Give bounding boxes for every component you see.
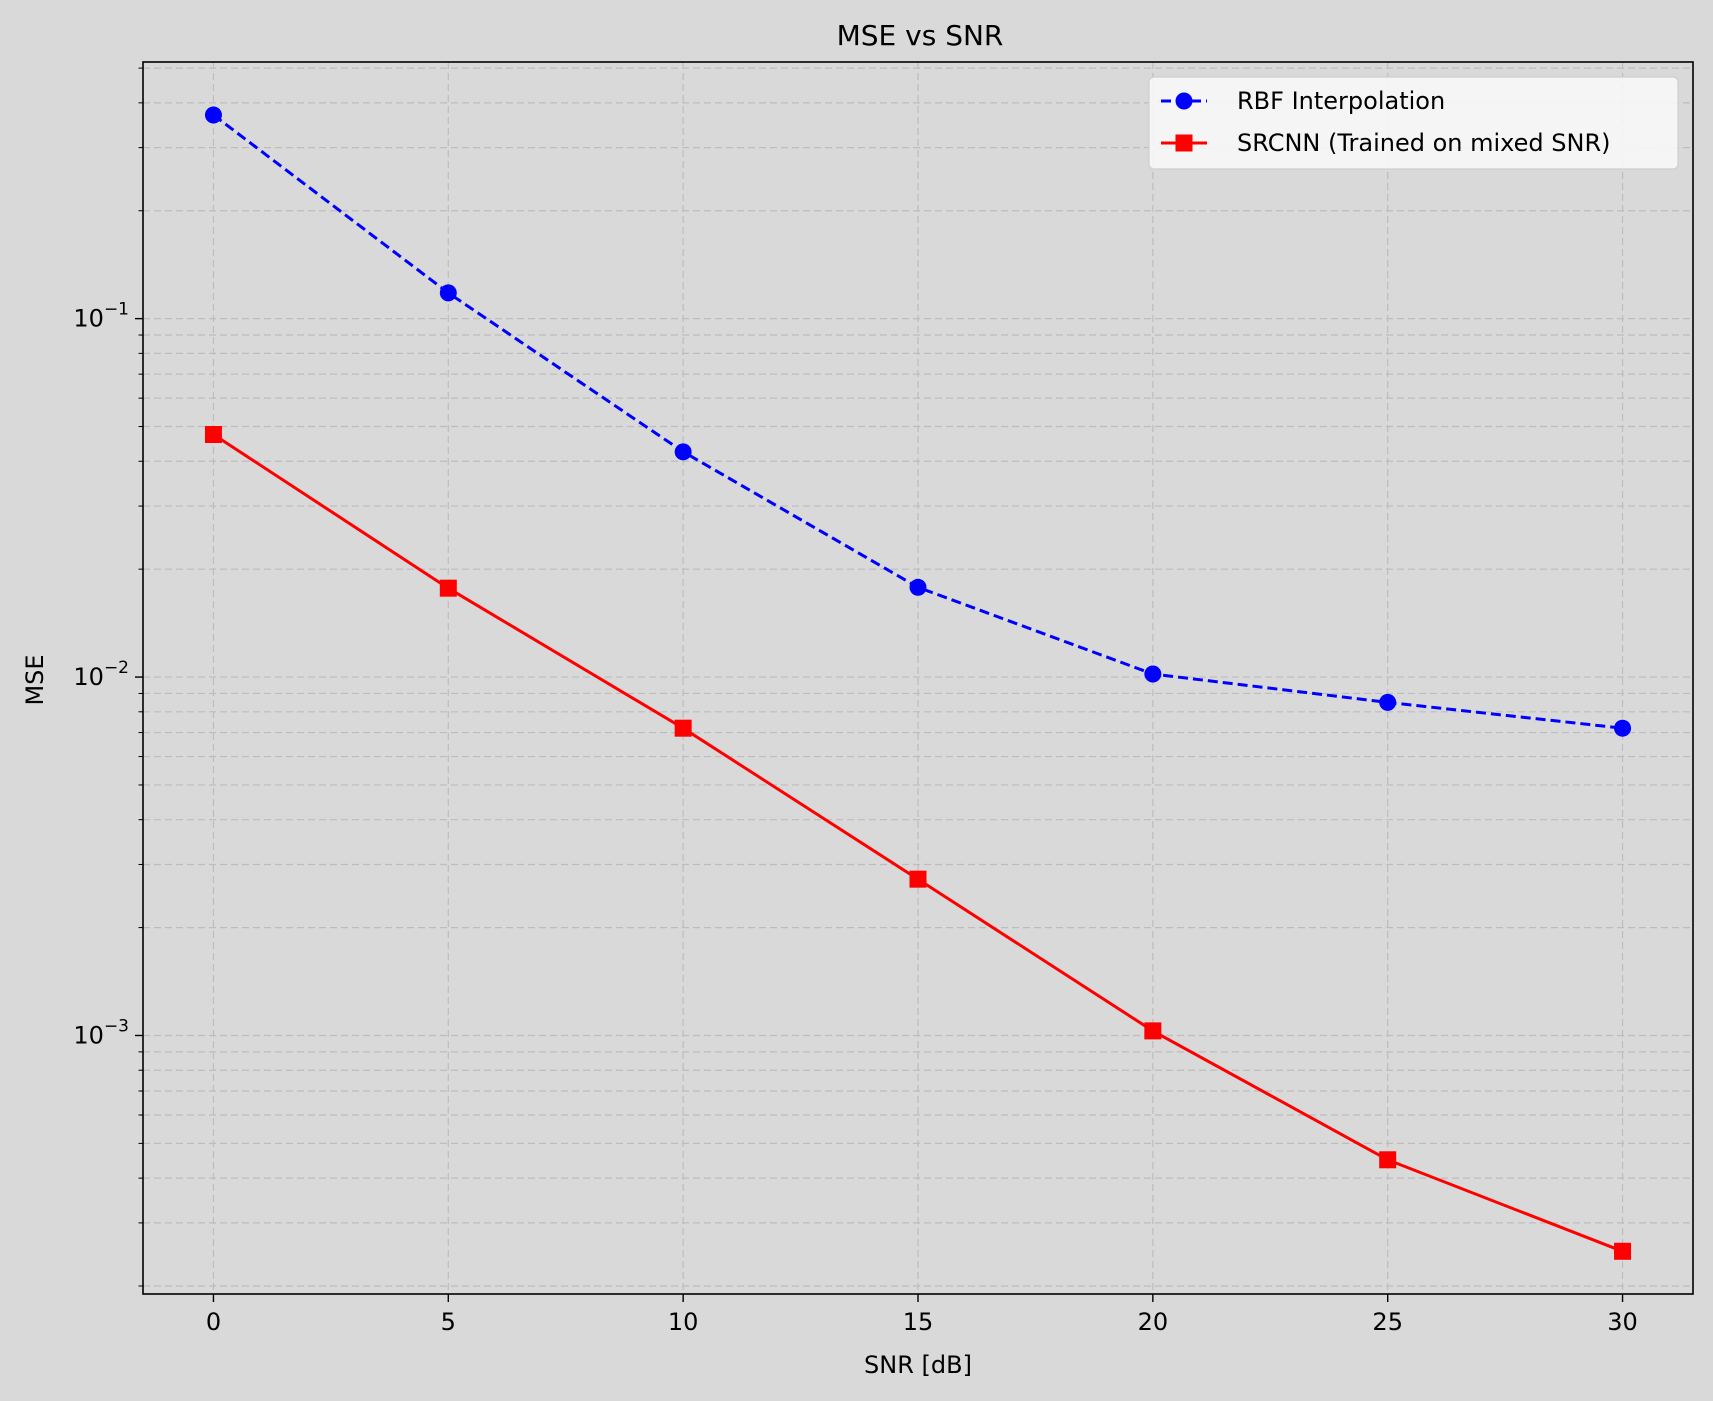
series-1-point [204, 426, 222, 444]
grid [143, 62, 1693, 1294]
x-tick-label: 25 [1372, 1308, 1403, 1336]
x-tick-label: 20 [1138, 1308, 1169, 1336]
chart-title: MSE vs SNR [837, 19, 1004, 52]
series-0-point [674, 443, 692, 461]
series-0-point [909, 578, 927, 596]
x-axis-label: SNR [dB] [864, 1351, 972, 1379]
x-tick-label: 5 [441, 1308, 456, 1336]
series-layer [204, 106, 1632, 1260]
legend-marker-1 [1175, 134, 1193, 152]
series-0-point [439, 284, 457, 302]
series-0-point [204, 106, 222, 124]
series-1-point [1379, 1151, 1397, 1169]
x-tick-label: 30 [1607, 1308, 1638, 1336]
legend-label-1: SRCNN (Trained on mixed SNR) [1237, 129, 1610, 157]
series-1-point [439, 579, 457, 597]
legend-label-0: RBF Interpolation [1237, 87, 1445, 115]
x-tick-label: 15 [903, 1308, 934, 1336]
series-1-point [674, 719, 692, 737]
y-tick-label: 10−3 [73, 1016, 129, 1049]
legend: RBF Interpolation SRCNN (Trained on mixed… [1148, 76, 1679, 170]
x-axis: 0 5 10 15 20 25 30 [206, 1294, 1638, 1336]
legend-marker-0 [1175, 92, 1193, 110]
y-tick-label: 10−1 [73, 300, 129, 333]
x-tick-label: 0 [206, 1308, 221, 1336]
legend-box [1148, 76, 1679, 170]
series-0-point [1614, 719, 1632, 737]
x-tick-label: 10 [668, 1308, 699, 1336]
series-0-point [1379, 693, 1397, 711]
series-1-point [1614, 1242, 1632, 1260]
y-axis: 10−3 10−2 10−1 [73, 67, 143, 1287]
series-0-point [1144, 665, 1162, 683]
series-1-point [909, 870, 927, 888]
series-1-point [1144, 1022, 1162, 1040]
y-tick-label: 10−2 [73, 658, 129, 691]
y-axis-label: MSE [21, 654, 49, 705]
